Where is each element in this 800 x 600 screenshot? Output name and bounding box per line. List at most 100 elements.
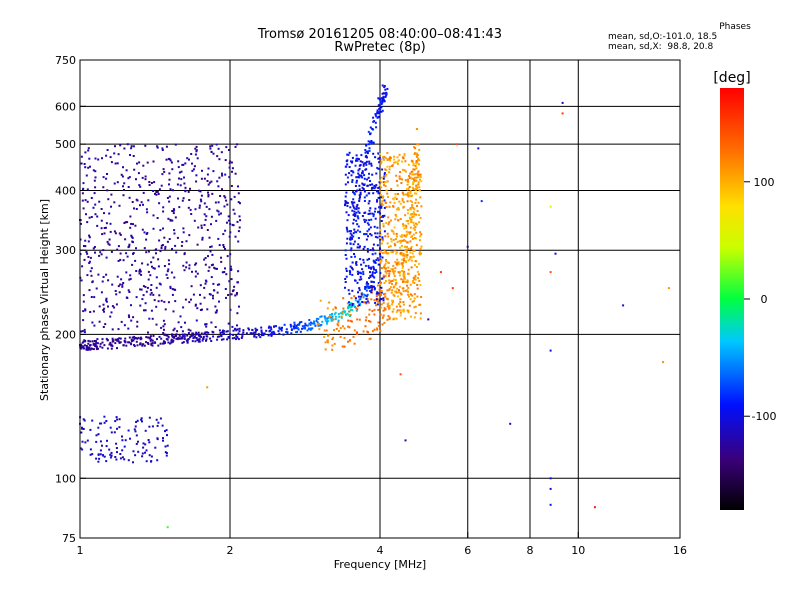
echo-point [416, 172, 419, 175]
x-tick-label: 4 [377, 544, 384, 557]
echo-point [301, 327, 303, 330]
echo-point [412, 221, 415, 224]
echo-point [230, 185, 233, 187]
echo-point [349, 302, 352, 305]
echo-point [414, 274, 417, 277]
echo-point [352, 201, 354, 204]
echo-point [344, 254, 347, 256]
echo-point [92, 206, 95, 209]
echo-point [108, 243, 111, 246]
echo-point [411, 206, 414, 209]
echo-point [407, 247, 410, 250]
echo-point [369, 126, 372, 129]
echo-point [371, 310, 374, 313]
echo-point [238, 305, 240, 308]
echo-point [389, 245, 392, 248]
echo-point [345, 270, 348, 272]
echo-point [93, 324, 96, 327]
echo-point [404, 253, 407, 256]
echo-point [374, 271, 377, 274]
echo-point [394, 238, 397, 241]
echo-point [194, 153, 197, 156]
echo-point [383, 199, 386, 202]
echo-point [409, 283, 412, 286]
echo-point [159, 250, 162, 253]
echo-point [225, 273, 228, 276]
echo-point [377, 115, 380, 118]
echo-point [191, 162, 193, 165]
echo-point [171, 248, 173, 250]
echo-point [316, 321, 319, 324]
echo-point [173, 327, 176, 330]
echo-point [361, 176, 364, 179]
echo-point [191, 340, 194, 343]
echo-point [355, 261, 358, 263]
echo-point [411, 201, 414, 204]
x-tick-label: 6 [464, 544, 471, 557]
echo-point [408, 175, 410, 177]
x-axis: 1 2 4 6 8 10 16 [77, 532, 687, 557]
echo-point [380, 186, 383, 189]
echo-point [326, 317, 329, 320]
echo-point [373, 313, 376, 316]
echo-point [330, 319, 333, 322]
echo-point [181, 341, 184, 344]
echo-point [392, 264, 395, 267]
echo-point [85, 348, 88, 351]
echo-point [123, 458, 126, 461]
echo-point [371, 183, 374, 186]
echo-point [222, 338, 225, 341]
echo-point [375, 259, 378, 261]
echo-point [382, 177, 385, 180]
echo-point [373, 285, 375, 288]
echo-point [368, 200, 371, 203]
echo-point [82, 347, 85, 350]
echo-point [393, 201, 396, 204]
echo-point [366, 248, 369, 250]
echo-point [401, 239, 404, 242]
echo-point [171, 333, 174, 336]
echo-point [357, 291, 359, 294]
echo-point [394, 279, 397, 282]
echo-point [174, 288, 177, 291]
echo-point [89, 165, 91, 168]
echo-point [99, 342, 102, 345]
echo-point [221, 174, 224, 177]
echo-point [177, 197, 179, 200]
echo-point [357, 237, 360, 239]
echo-point [130, 338, 133, 341]
echo-point [373, 261, 376, 264]
echo-point [128, 278, 131, 281]
echo-point [218, 158, 221, 161]
echo-point [160, 337, 163, 340]
echo-point [366, 293, 369, 296]
echo-point [339, 312, 342, 315]
echo-point [110, 193, 113, 196]
echo-point [382, 314, 385, 317]
echo-point [370, 298, 373, 301]
echo-point [342, 307, 345, 310]
echo-point [115, 458, 118, 461]
echo-point [84, 245, 87, 248]
echo-point [95, 341, 98, 344]
echo-point [411, 300, 414, 303]
echo-point [180, 170, 183, 173]
echo-point [368, 209, 371, 212]
echo-point [183, 335, 186, 338]
echo-point [81, 265, 84, 268]
echo-point [148, 181, 151, 183]
echo-point [407, 309, 410, 312]
echo-point [415, 162, 418, 165]
echo-point [224, 229, 227, 232]
echo-point [334, 311, 337, 314]
echo-point [229, 333, 232, 336]
echo-point [365, 194, 368, 197]
echo-point [368, 320, 370, 322]
echo-point [187, 328, 190, 331]
echo-point [223, 205, 226, 208]
echo-point [98, 254, 101, 257]
echo-point [381, 101, 384, 104]
echo-point [371, 272, 374, 275]
echo-point [402, 272, 405, 275]
echo-point [82, 319, 85, 322]
